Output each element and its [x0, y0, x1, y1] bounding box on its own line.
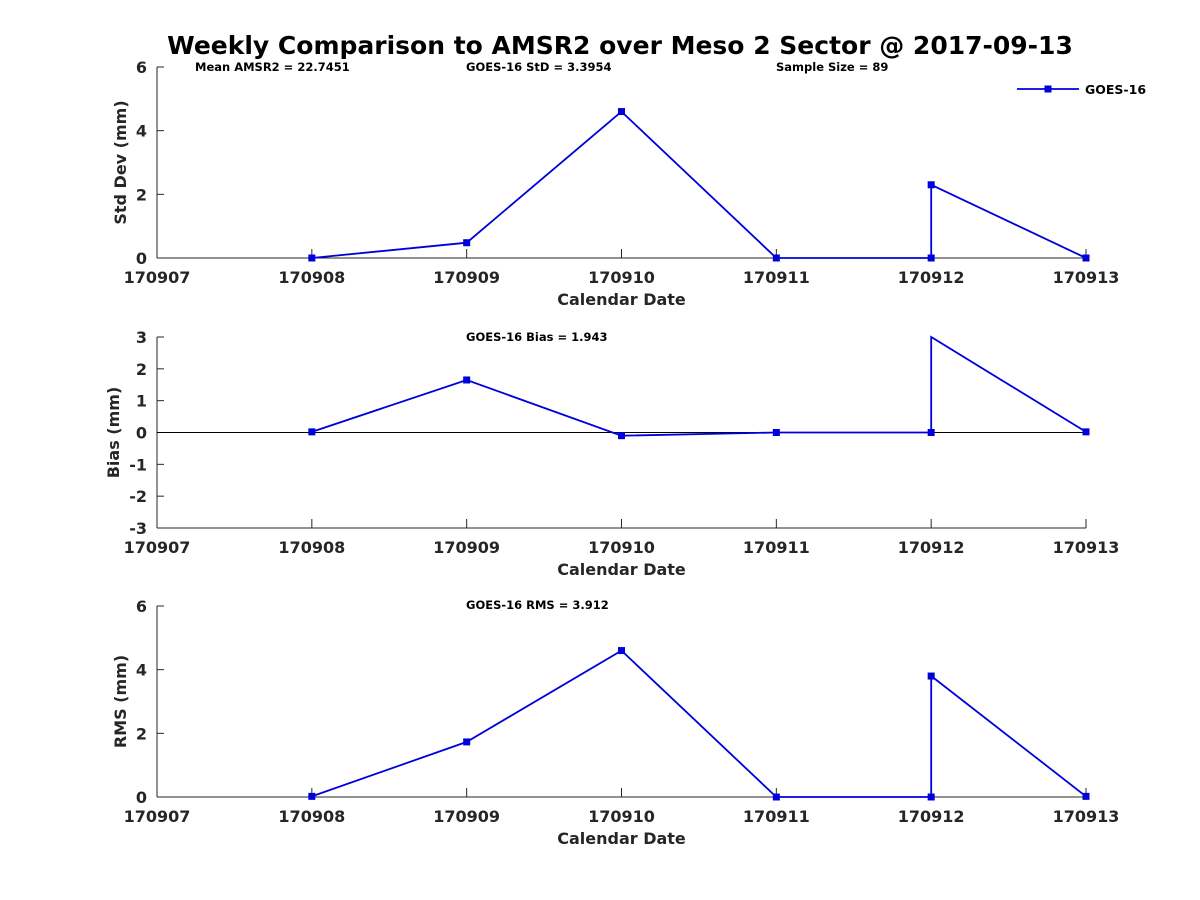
- x-tick-label: 170911: [743, 268, 810, 287]
- x-axis-label: Calendar Date: [557, 290, 686, 309]
- y-axis-label: RMS (mm): [111, 655, 130, 748]
- data-point: [772, 254, 780, 262]
- x-tick-label: 170911: [743, 807, 810, 826]
- legend-marker: [1044, 85, 1052, 93]
- annotation: Mean AMSR2 = 22.7451: [195, 60, 350, 74]
- x-tick-label: 170908: [278, 538, 345, 557]
- y-tick-label: 2: [136, 724, 147, 743]
- x-axis-label: Calendar Date: [557, 560, 686, 579]
- data-point: [463, 738, 471, 746]
- y-tick-label: 3: [136, 328, 147, 347]
- series-line: [311, 335, 1087, 437]
- data-point: [308, 254, 316, 262]
- data-point: [1082, 254, 1090, 262]
- annotation: GOES-16 RMS = 3.912: [466, 598, 609, 612]
- x-axis-label: Calendar Date: [557, 829, 686, 848]
- x-tick-label: 170909: [433, 538, 500, 557]
- y-tick-label: -1: [129, 455, 147, 474]
- x-tick-label: 170907: [124, 807, 191, 826]
- data-point: [618, 108, 625, 116]
- data-point: [772, 429, 780, 436]
- x-tick-label: 170908: [278, 807, 345, 826]
- annotation: Sample Size = 89: [776, 60, 888, 74]
- y-tick-label: 2: [136, 185, 147, 204]
- x-tick-label: 170908: [278, 268, 345, 287]
- x-tick-label: 170909: [433, 807, 500, 826]
- data-point: [308, 428, 316, 436]
- series-line: [311, 649, 1087, 798]
- series-line: [311, 110, 1087, 259]
- panels: 0 2 4 6 170907 170908 170909 170910 170911 170912…: [104, 58, 1119, 848]
- data-point: [927, 672, 935, 680]
- x-tick-label: 170907: [124, 268, 191, 287]
- chart-title: Weekly Comparison to AMSR2 over Meso 2 S…: [167, 31, 1073, 60]
- legend: GOES-16: [1017, 82, 1146, 97]
- panel-std: 0 2 4 6 170907 170908 170909 170910 170911 170912…: [111, 58, 1119, 309]
- y-tick-label: 4: [136, 122, 147, 141]
- data-point: [618, 647, 625, 655]
- data-point: [927, 793, 935, 801]
- data-point: [927, 181, 935, 189]
- x-tick-label: 170913: [1053, 538, 1120, 557]
- y-tick-label: 0: [136, 424, 147, 443]
- y-tick-label: -3: [129, 519, 147, 538]
- x-tick-label: 170912: [898, 268, 965, 287]
- y-axis-label: Std Dev (mm): [111, 100, 130, 224]
- annotation: GOES-16 StD = 3.3954: [466, 60, 611, 74]
- y-axis-label: Bias (mm): [104, 387, 123, 479]
- x-tick-label: 170910: [588, 268, 655, 287]
- data-point: [618, 432, 625, 440]
- data-point: [463, 376, 471, 384]
- data-point: [308, 792, 316, 800]
- data-point: [1082, 428, 1090, 436]
- x-tick-label: 170912: [898, 538, 965, 557]
- y-tick-label: 6: [136, 58, 147, 77]
- y-tick-label: -2: [129, 487, 147, 506]
- panel-bias: -3 -2 -1 0 1 2 3 170907 170908 170909 170910 170911…: [104, 328, 1119, 579]
- x-tick-label: 170909: [433, 268, 500, 287]
- data-point: [1082, 792, 1090, 800]
- y-tick-label: 2: [136, 360, 147, 379]
- x-tick-label: 170910: [588, 807, 655, 826]
- data-point: [463, 239, 471, 247]
- y-tick-label: 0: [136, 788, 147, 807]
- x-tick-label: 170913: [1053, 807, 1120, 826]
- y-tick-label: 1: [136, 392, 147, 411]
- y-tick-label: 0: [136, 249, 147, 268]
- y-tick-label: 6: [136, 597, 147, 616]
- y-tick-label: 4: [136, 661, 147, 680]
- x-tick-label: 170913: [1053, 268, 1120, 287]
- data-point: [927, 429, 935, 436]
- x-tick-label: 170912: [898, 807, 965, 826]
- x-tick-label: 170907: [124, 538, 191, 557]
- x-tick-label: 170911: [743, 538, 810, 557]
- data-point: [927, 254, 935, 262]
- annotation: GOES-16 Bias = 1.943: [466, 330, 607, 344]
- legend-label: GOES-16: [1085, 82, 1146, 97]
- data-point: [772, 793, 780, 801]
- panel-rms: 0 2 4 6 170907 170908 170909 170910 170911 170912…: [111, 597, 1119, 848]
- x-tick-label: 170910: [588, 538, 655, 557]
